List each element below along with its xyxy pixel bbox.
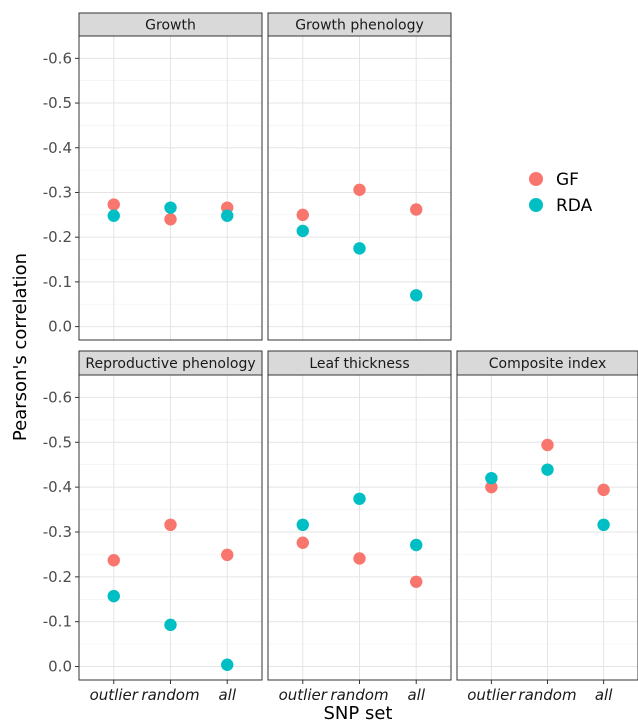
point-rda-growth-all: [221, 209, 234, 222]
panel-strip-leaf-thickness: [267, 350, 452, 376]
panel-strip-reproductive-phenology: [78, 350, 263, 376]
point-rda-reproductive-phenology-random: [164, 618, 177, 632]
panel-title-composite-index: Composite index: [489, 356, 606, 372]
x-tick-label-outlier: outlier: [90, 686, 139, 704]
y-tick-label: -0.2: [43, 228, 72, 246]
point-gf-growth-phenology-outlier: [296, 208, 309, 222]
point-gf-growth-outlier: [107, 198, 120, 211]
y-tick-label: -0.1: [43, 273, 72, 291]
y-tick-label: -0.2: [43, 568, 72, 586]
point-gf-composite-index-all: [597, 483, 610, 497]
y-tick-label: -0.5: [43, 433, 72, 451]
legend-label-rda: RDA: [556, 196, 593, 216]
legend-key-gf: [529, 172, 543, 186]
panel-border-growth: [78, 35, 263, 341]
point-rda-leaf-thickness-random: [353, 492, 366, 505]
x-tick-label-random: random: [518, 686, 576, 704]
point-rda-leaf-thickness-all: [410, 538, 423, 552]
point-gf-leaf-thickness-all: [410, 575, 423, 588]
y-tick-label: 0.0: [48, 658, 72, 676]
legend-label-gf: GF: [556, 170, 579, 190]
point-gf-leaf-thickness-random: [353, 552, 366, 565]
point-rda-composite-index-all: [597, 518, 610, 532]
point-rda-reproductive-phenology-outlier: [107, 589, 120, 603]
x-tick-label-random: random: [330, 686, 388, 704]
point-rda-composite-index-random: [541, 463, 554, 476]
point-gf-reproductive-phenology-outlier: [107, 554, 120, 567]
y-tick-label: -0.6: [43, 49, 72, 67]
point-rda-growth-phenology-random: [353, 242, 366, 255]
x-tick-label-outlier: outlier: [467, 686, 516, 704]
point-rda-growth-phenology-all: [410, 289, 423, 302]
y-tick-label: -0.4: [43, 139, 72, 157]
point-gf-growth-phenology-all: [410, 203, 423, 216]
y-tick-label: -0.1: [43, 613, 72, 631]
y-tick-label: -0.5: [43, 94, 72, 112]
x-tick-label-all: all: [595, 686, 613, 704]
y-tick-label: -0.4: [43, 478, 72, 496]
y-tick-label: -0.3: [43, 183, 72, 201]
y-axis-title: Pearson's correlation: [10, 253, 31, 441]
point-gf-reproductive-phenology-all: [221, 548, 234, 562]
x-tick-label-all: all: [218, 686, 236, 704]
y-tick-label: -0.3: [43, 523, 72, 541]
panel-title-growth: Growth: [145, 18, 196, 34]
point-gf-growth-random: [164, 213, 177, 226]
point-rda-composite-index-outlier: [485, 471, 498, 485]
y-tick-label: 0.0: [48, 318, 72, 336]
legend-key-rda: [529, 198, 543, 212]
panel-title-reproductive-phenology: Reproductive phenology: [85, 356, 255, 372]
panel-title-leaf-thickness: Leaf thickness: [309, 356, 409, 372]
x-tick-label-all: all: [407, 686, 425, 704]
x-axis-title: SNP set: [324, 703, 393, 724]
point-gf-reproductive-phenology-random: [164, 518, 177, 532]
point-gf-composite-index-outlier: [485, 480, 498, 494]
y-tick-label: -0.6: [43, 388, 72, 406]
x-tick-label-random: random: [141, 686, 199, 704]
point-rda-growth-random: [164, 201, 177, 214]
panel-strip-composite-index: [456, 350, 638, 376]
point-gf-leaf-thickness-outlier: [296, 536, 309, 549]
point-rda-reproductive-phenology-all: [221, 658, 234, 671]
point-rda-growth-outlier: [107, 209, 120, 222]
point-gf-composite-index-random: [541, 438, 554, 452]
point-rda-leaf-thickness-outlier: [296, 518, 309, 532]
point-rda-growth-phenology-outlier: [296, 224, 309, 238]
point-gf-growth-phenology-random: [353, 183, 366, 196]
x-tick-label-outlier: outlier: [279, 686, 328, 704]
panel-border-growth-phenology: [267, 35, 452, 341]
panel-title-growth-phenology: Growth phenology: [295, 18, 424, 34]
